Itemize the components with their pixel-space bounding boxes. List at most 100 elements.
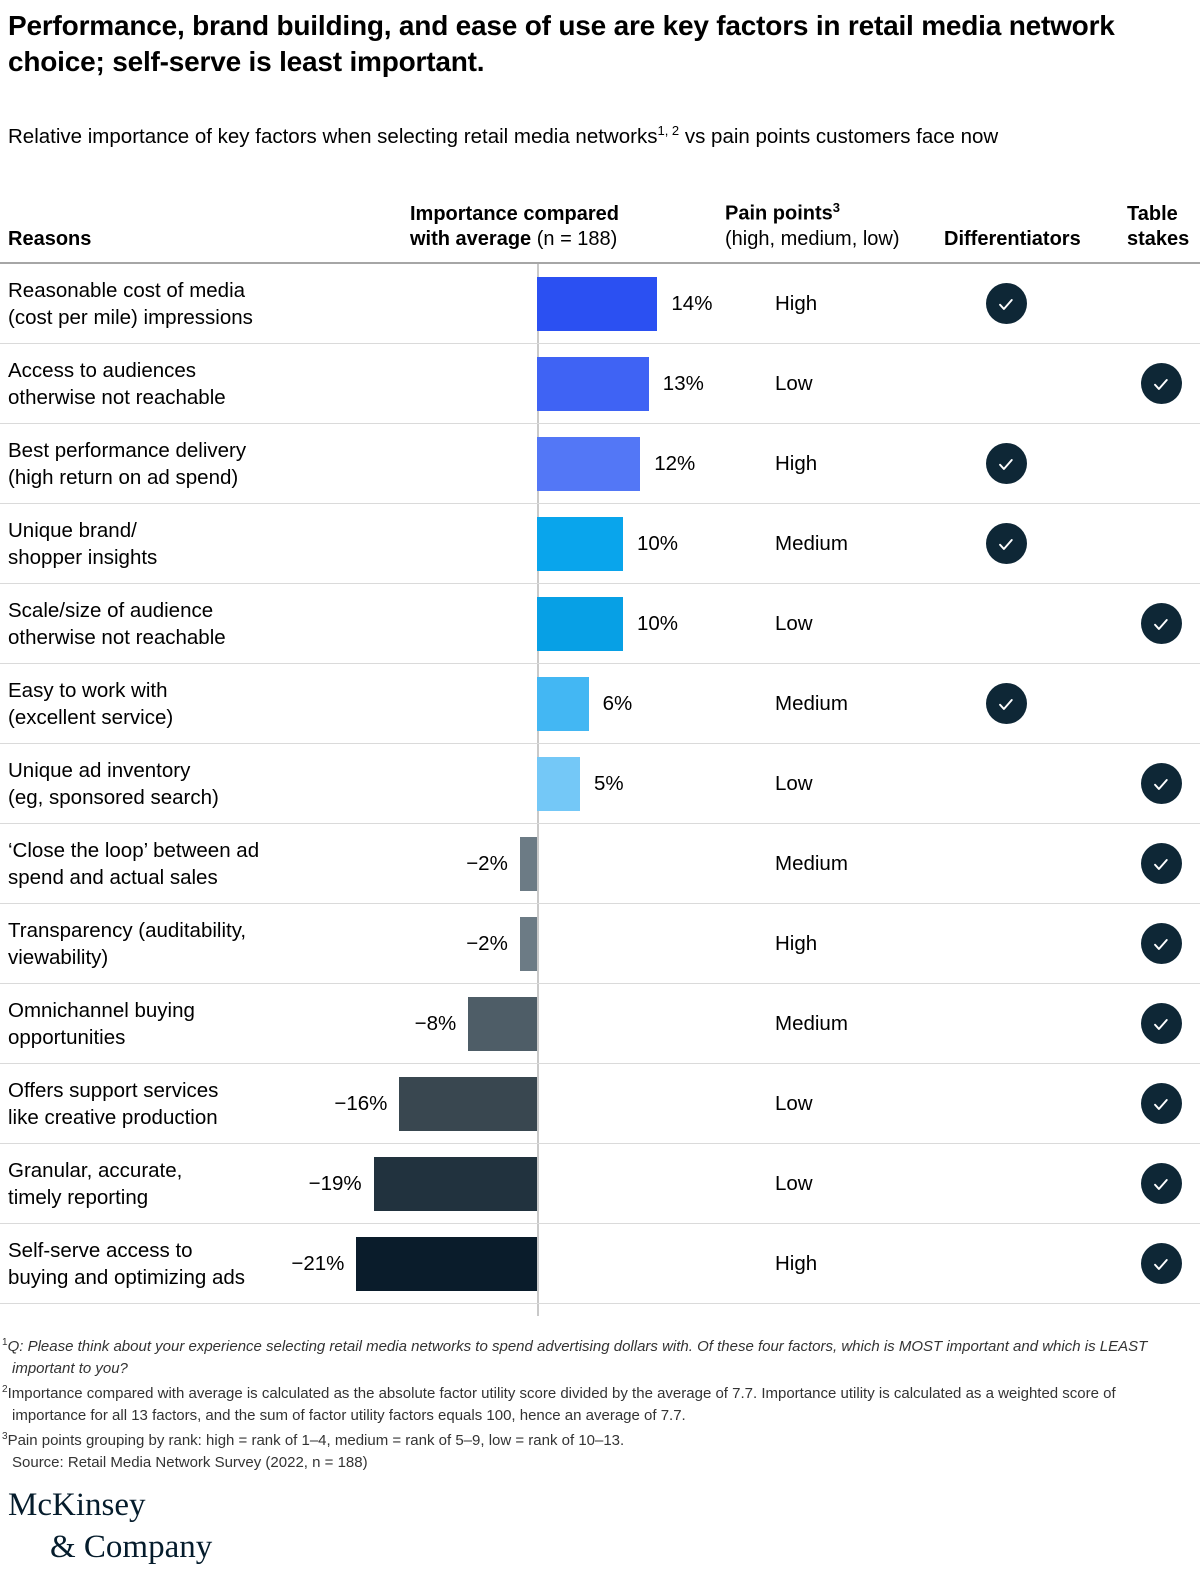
- checkmark-icon: [1140, 923, 1182, 964]
- checkmark-icon: [1140, 763, 1182, 804]
- differentiator-cell: [940, 344, 1090, 423]
- reason-label: Omnichannel buying opportunities: [8, 998, 195, 1049]
- footnote-marker: 3: [2, 1431, 8, 1442]
- importance-value-label: 14%: [671, 292, 713, 315]
- differentiator-cell: [940, 424, 1090, 503]
- importance-bar: [356, 1237, 537, 1291]
- table-stakes-cell: [1090, 424, 1200, 503]
- pain-header-line1: Pain points: [725, 203, 833, 225]
- importance-bar: [468, 997, 537, 1051]
- pain-point-level: High: [775, 451, 818, 475]
- reason-label: Offers support services like creative pr…: [8, 1078, 219, 1129]
- footnote-1: 1Q: Please think about your experience s…: [2, 1332, 1188, 1379]
- checkmark-icon: [1140, 603, 1182, 644]
- table-row: Omnichannel buying opportunities −8% Med…: [0, 984, 1200, 1064]
- pain-point-level: Low: [775, 1171, 813, 1195]
- checkmark-icon: [1140, 1243, 1182, 1284]
- checkmark-icon: [1140, 1083, 1182, 1124]
- pain-point-level: Low: [775, 771, 813, 795]
- checkmark-icon: [985, 523, 1027, 564]
- importance-bar: [519, 917, 537, 971]
- footnote-text: Pain points grouping by rank: high = ran…: [7, 1432, 625, 1449]
- table-row: Granular, accurate, timely reporting −19…: [0, 1144, 1200, 1224]
- pain-point-level: Medium: [775, 691, 848, 715]
- reason-label: Granular, accurate, timely reporting: [8, 1158, 183, 1209]
- importance-header-sample-size: (n = 188): [531, 228, 618, 250]
- importance-bar-cell: 10%: [340, 584, 725, 663]
- importance-header-line2-bold: with average: [410, 228, 532, 250]
- source-line: Source: Retail Media Network Survey (202…: [12, 1453, 368, 1471]
- differentiator-cell: [940, 1224, 1090, 1303]
- importance-bar: [399, 1077, 537, 1131]
- reason-label: ‘Close the loop’ between ad spend and ac…: [8, 838, 260, 889]
- importance-bar-cell: 14%: [340, 264, 725, 343]
- table-stakes-cell: [1090, 664, 1200, 743]
- differentiator-cell: [940, 1144, 1090, 1223]
- importance-bar-cell: 10%: [340, 504, 725, 583]
- pain-footnote-marker: 3: [832, 200, 841, 216]
- pain-point-level: Medium: [775, 851, 848, 875]
- column-header-differentiators: Differentiators: [944, 228, 1081, 250]
- chart-subtitle: Relative importance of key factors when …: [8, 116, 1118, 151]
- pain-point-level: High: [775, 291, 818, 315]
- table-row: Best performance delivery (high return o…: [0, 424, 1200, 504]
- differentiator-cell: [940, 1064, 1090, 1143]
- table-stakes-cell: [1090, 744, 1200, 823]
- table-stakes-cell: [1090, 1224, 1200, 1303]
- reason-label: Unique ad inventory (eg, sponsored searc…: [8, 758, 219, 809]
- importance-bar: [537, 357, 649, 411]
- checkmark-icon: [985, 283, 1027, 324]
- importance-value-label: −19%: [308, 1172, 362, 1195]
- importance-bar: [537, 597, 623, 651]
- importance-bar: [537, 757, 580, 811]
- reason-label: Reasonable cost of media (cost per mile)…: [8, 278, 253, 329]
- table-row: Self-serve access to buying and optimizi…: [0, 1224, 1200, 1304]
- importance-value-label: 6%: [602, 692, 633, 715]
- importance-value-label: −2%: [466, 852, 508, 875]
- footnote-2: 2Importance compared with average is cal…: [2, 1379, 1188, 1426]
- logo-line1: McKinsey: [8, 1487, 146, 1523]
- importance-bar-cell: 6%: [340, 664, 725, 743]
- differentiator-cell: [940, 984, 1090, 1063]
- footnote-text: Q: Please think about your experience se…: [7, 1338, 1148, 1377]
- importance-bar-cell: 13%: [340, 344, 725, 423]
- table-stakes-cell: [1090, 584, 1200, 663]
- footnote-marker: 2: [2, 1384, 8, 1395]
- footnote-marker: 1: [2, 1337, 8, 1348]
- differentiator-cell: [940, 504, 1090, 583]
- checkmark-icon: [985, 443, 1027, 484]
- pain-point-level: Medium: [775, 531, 848, 555]
- importance-bar-cell: −2%: [340, 904, 725, 983]
- checkmark-icon: [1140, 843, 1182, 884]
- footnotes: 1Q: Please think about your experience s…: [2, 1332, 1188, 1473]
- page-title: Performance, brand building, and ease of…: [8, 10, 1115, 77]
- importance-value-label: −21%: [291, 1252, 345, 1275]
- differentiator-cell: [940, 904, 1090, 983]
- importance-bar: [537, 437, 641, 491]
- footnote-3: 3Pain points grouping by rank: high = ra…: [2, 1426, 1188, 1452]
- importance-value-label: 10%: [637, 612, 679, 635]
- importance-bar: [537, 277, 658, 331]
- importance-bar-cell: −21%: [291, 1224, 725, 1303]
- table-row: ‘Close the loop’ between ad spend and ac…: [0, 824, 1200, 904]
- table-row: Scale/size of audience otherwise not rea…: [0, 584, 1200, 664]
- importance-bar: [537, 517, 623, 571]
- column-headers: Reasons Importance compared with average…: [0, 188, 1200, 264]
- column-header-pain-points: Pain points3 (high, medium, low): [725, 195, 940, 252]
- reason-label: Easy to work with (excellent service): [8, 678, 174, 729]
- differentiator-cell: [940, 744, 1090, 823]
- stake-header-line1: Table: [1127, 203, 1178, 225]
- importance-bar-cell: −2%: [340, 824, 725, 903]
- footnote-text: Importance compared with average is calc…: [7, 1385, 1116, 1424]
- importance-bar-cell: 5%: [340, 744, 725, 823]
- table-row: Access to audiences otherwise not reacha…: [0, 344, 1200, 424]
- importance-bar-cell: −16%: [334, 1064, 725, 1143]
- table-stakes-cell: [1090, 344, 1200, 423]
- importance-value-label: 5%: [594, 772, 624, 795]
- reason-label: Self-serve access to buying and optimizi…: [8, 1238, 246, 1289]
- table-row: Easy to work with (excellent service) 6%…: [0, 664, 1200, 744]
- reason-label: Scale/size of audience otherwise not rea…: [8, 598, 226, 649]
- importance-value-label: −16%: [334, 1092, 388, 1115]
- subtitle-text: Relative importance of key factors when …: [8, 124, 658, 148]
- table-row: Transparency (auditability, viewability)…: [0, 904, 1200, 984]
